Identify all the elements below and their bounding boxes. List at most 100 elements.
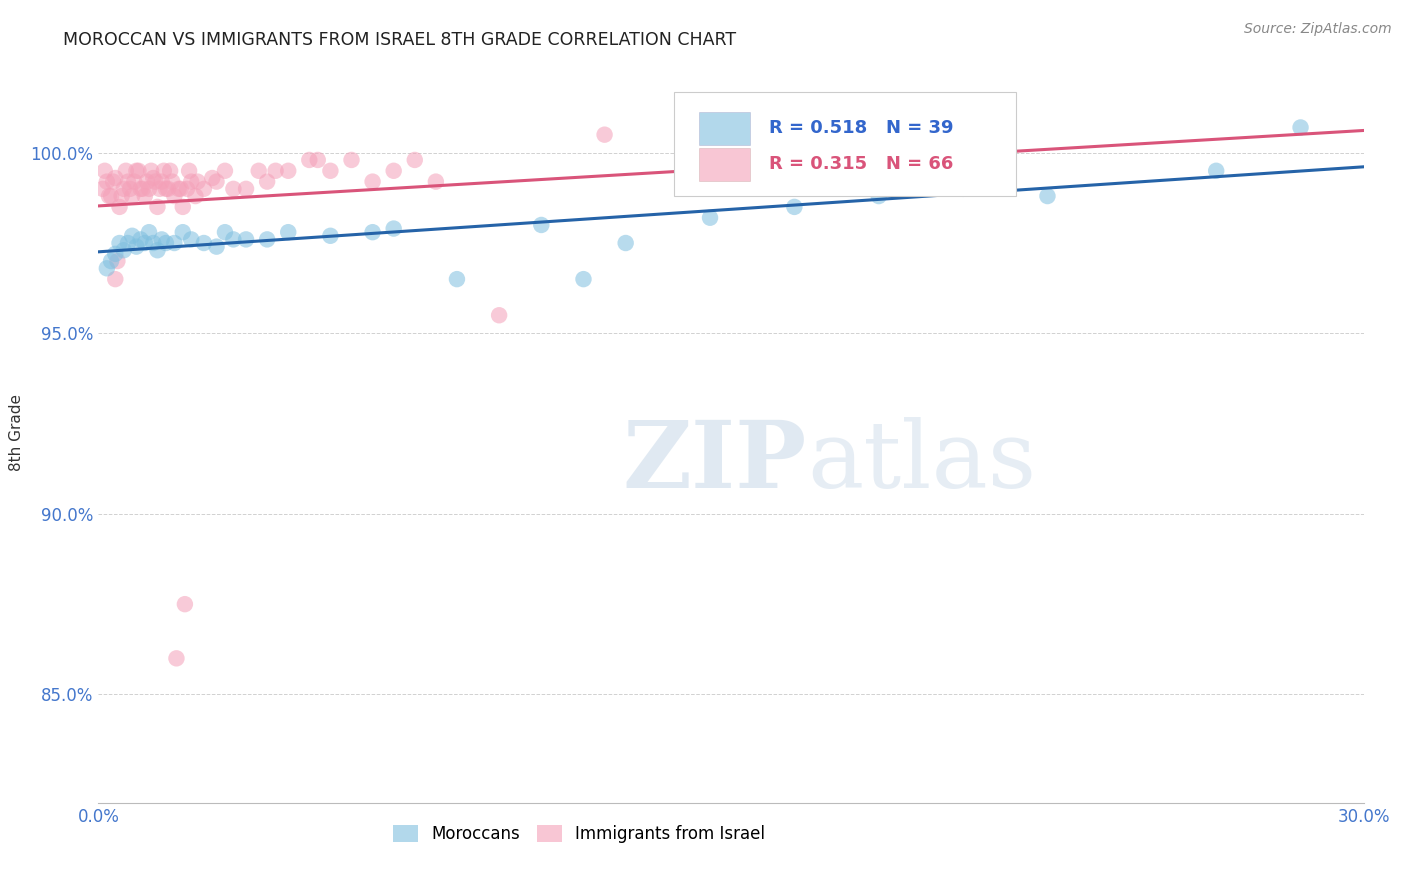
Point [136, 175, 159, 189]
FancyBboxPatch shape [699, 112, 751, 145]
Point [149, 182, 172, 196]
Point [167, 182, 190, 196]
Point [180, 232, 202, 246]
Legend: Moroccans, Immigrants from Israel: Moroccans, Immigrants from Israel [387, 819, 772, 850]
Point [125, 163, 148, 178]
Point [163, 189, 186, 203]
Point [120, 182, 141, 196]
Point [163, 235, 186, 250]
Text: atlas: atlas [807, 417, 1036, 508]
Point [319, 228, 342, 243]
Point [104, 171, 127, 186]
Point [382, 221, 405, 235]
Point [153, 163, 174, 178]
FancyBboxPatch shape [699, 147, 751, 181]
Point [100, 254, 122, 268]
Point [129, 182, 152, 196]
Point [184, 189, 207, 203]
Point [1036, 189, 1059, 203]
Point [129, 232, 152, 246]
Point [214, 163, 236, 178]
Point [1289, 120, 1312, 135]
FancyBboxPatch shape [675, 92, 1015, 195]
Point [117, 235, 139, 250]
Point [247, 163, 270, 178]
Text: R = 0.315   N = 66: R = 0.315 N = 66 [769, 155, 953, 173]
Point [100, 189, 122, 203]
Point [98, 189, 121, 203]
Point [235, 232, 257, 246]
Point [952, 182, 974, 196]
Point [96, 175, 118, 189]
Point [150, 232, 173, 246]
Point [157, 182, 180, 196]
Point [128, 163, 150, 178]
Point [214, 225, 236, 239]
Point [256, 175, 278, 189]
Point [186, 175, 209, 189]
Point [124, 175, 146, 189]
Point [104, 247, 127, 261]
Point [201, 171, 224, 186]
Point [121, 228, 143, 243]
Point [108, 235, 131, 250]
Point [172, 225, 194, 239]
Point [166, 651, 188, 665]
Point [125, 239, 148, 253]
Point [117, 175, 139, 189]
Point [132, 182, 155, 196]
Point [108, 200, 131, 214]
Point [783, 200, 806, 214]
Point [145, 175, 166, 189]
Point [264, 163, 287, 178]
Point [142, 171, 165, 186]
Point [593, 128, 616, 142]
Point [404, 153, 426, 167]
Point [193, 182, 215, 196]
Point [112, 182, 135, 196]
Text: MOROCCAN VS IMMIGRANTS FROM ISRAEL 8TH GRADE CORRELATION CHART: MOROCCAN VS IMMIGRANTS FROM ISRAEL 8TH G… [63, 31, 737, 49]
Text: R = 0.518   N = 39: R = 0.518 N = 39 [769, 119, 953, 136]
Point [104, 272, 127, 286]
Point [159, 163, 181, 178]
Point [142, 235, 165, 250]
Point [205, 239, 228, 253]
Text: Source: ZipAtlas.com: Source: ZipAtlas.com [1244, 22, 1392, 37]
Point [180, 175, 202, 189]
Point [256, 232, 278, 246]
Point [155, 182, 177, 196]
Point [1205, 163, 1227, 178]
Point [91, 182, 114, 196]
Point [134, 235, 156, 250]
Point [146, 244, 169, 258]
Point [488, 308, 510, 322]
Point [446, 272, 468, 286]
Point [319, 163, 342, 178]
Point [93, 163, 117, 178]
Point [172, 200, 194, 214]
Point [235, 182, 257, 196]
Point [572, 272, 595, 286]
Point [138, 225, 160, 239]
Point [699, 211, 721, 225]
Point [121, 189, 143, 203]
Point [277, 163, 299, 178]
Point [141, 163, 163, 178]
Point [340, 153, 363, 167]
Point [176, 182, 198, 196]
Point [155, 235, 177, 250]
Point [150, 175, 173, 189]
Point [205, 175, 228, 189]
Point [222, 232, 245, 246]
Text: ZIP: ZIP [623, 417, 807, 508]
Point [134, 189, 156, 203]
Point [96, 261, 118, 276]
Y-axis label: 8th Grade: 8th Grade [8, 394, 24, 471]
Point [146, 200, 169, 214]
Point [103, 175, 124, 189]
Point [382, 163, 405, 178]
Point [298, 153, 321, 167]
Point [361, 225, 384, 239]
Point [530, 218, 553, 232]
Point [174, 597, 197, 611]
